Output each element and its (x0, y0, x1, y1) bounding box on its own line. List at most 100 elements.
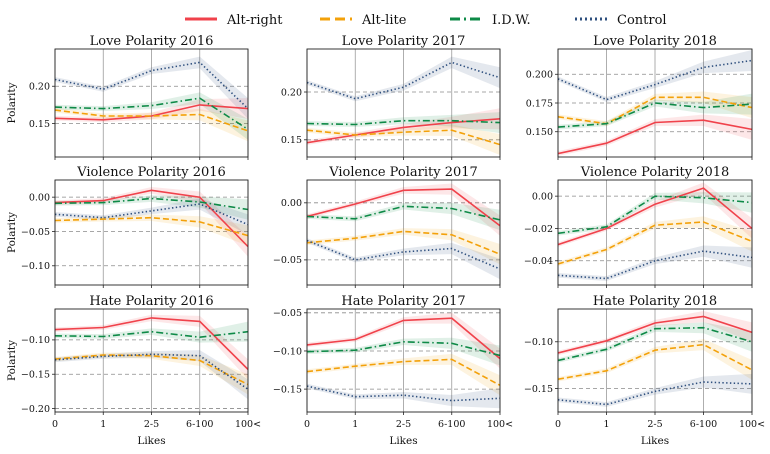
y-tick-label: −0.15 (273, 384, 302, 395)
series-line-alt-right (55, 189, 248, 248)
x-tick-label: 1 (352, 419, 358, 430)
y-tick-label: 0.20 (281, 87, 302, 98)
x-tick-label: 0 (52, 419, 58, 430)
series-line-i-d-w (55, 330, 248, 339)
series-line-alt-right (55, 104, 248, 121)
panel-violence-polarity-2018: −0.04 −0.02 0.00 Violence Polarity 2018 (524, 165, 753, 288)
series-line-alt-right (307, 317, 500, 360)
y-tick-label: 0.15 (29, 119, 50, 130)
legend-label: Control (617, 13, 667, 28)
series-line-alt-right (307, 188, 500, 227)
legend-label: I.D.W. (492, 13, 531, 28)
x-tick-label: 6-100 (690, 419, 717, 430)
series-line-alt-right (558, 187, 752, 246)
ci-band-control (558, 245, 752, 281)
ci-band-control (307, 383, 500, 409)
y-tick-label: −0.10 (273, 346, 302, 357)
ci-band-alt-right (558, 114, 752, 156)
y-tick-label: −0.05 (273, 308, 302, 319)
panel-violence-polarity-2016: −0.10 −0.05 0.00 Violence Polarity 2016 Pola… (6, 165, 249, 288)
panel-title: Love Polarity 2018 (593, 34, 717, 49)
x-tick-label: 2-5 (144, 419, 159, 430)
ci-band-i-d-w (558, 192, 752, 236)
y-tick-label: 0.175 (526, 98, 553, 109)
panel-title: Hate Polarity 2016 (89, 294, 213, 309)
ci-band-control (558, 50, 752, 103)
series-line-i-d-w (55, 97, 248, 131)
y-tick-label: −0.15 (21, 370, 50, 381)
panel-love-polarity-2016: 0.15 0.20 Love Polarity 2016 Polarity (6, 34, 249, 160)
series-line-i-d-w (558, 102, 752, 128)
legend-item-i-d-w: I.D.W. (450, 13, 531, 28)
series-line-i-d-w (307, 119, 500, 126)
ci-band-i-d-w (558, 93, 752, 130)
y-tick-label: −0.15 (524, 384, 553, 395)
ci-band-control (55, 198, 248, 235)
series-line-control (55, 61, 248, 110)
series-line-control (55, 353, 248, 390)
ci-band-i-d-w (307, 112, 500, 134)
x-tick-label: 0 (304, 419, 310, 430)
x-axis-label: Likes (389, 435, 417, 447)
panel-hate-polarity-2018: −0.15 −0.10 0 1 2-5 6-100 100< Hate Polarity 20… (524, 294, 765, 447)
ci-band-control (55, 56, 248, 120)
x-tick-label: 100< (235, 419, 261, 430)
y-tick-label: 0.00 (29, 192, 50, 203)
legend-item-alt-right: Alt-right (185, 13, 283, 28)
y-axis-label: Polarity (6, 82, 18, 123)
x-tick-label: 2-5 (396, 419, 411, 430)
panel-title: Hate Polarity 2017 (341, 294, 465, 309)
y-tick-label: 0.15 (281, 135, 302, 146)
y-tick-label: −0.04 (524, 256, 553, 267)
series-line-alt-lite (55, 216, 248, 237)
panel-title: Violence Polarity 2017 (328, 165, 478, 180)
series-line-alt-lite (558, 221, 752, 265)
series-line-i-d-w (307, 205, 500, 221)
y-axis-label: Polarity (6, 212, 18, 253)
y-tick-label: 0.200 (526, 70, 553, 81)
ci-band-alt-lite (307, 124, 500, 156)
ci-band-control (307, 56, 500, 102)
ci-band-alt-lite (55, 352, 248, 395)
y-tick-label: 0.00 (532, 191, 553, 202)
series-line-alt-lite (307, 358, 500, 387)
panel-title: Love Polarity 2016 (90, 34, 214, 49)
y-axis-label: Polarity (6, 340, 18, 381)
series-line-alt-lite (307, 129, 500, 146)
ci-band-i-d-w (307, 337, 500, 366)
series-line-alt-right (558, 315, 752, 354)
y-tick-label: −0.20 (21, 404, 50, 415)
series-line-alt-lite (307, 230, 500, 255)
series-line-alt-right (55, 317, 248, 370)
y-tick-label: −0.05 (273, 255, 302, 266)
x-tick-label: 0 (555, 419, 561, 430)
ci-band-alt-right (558, 182, 752, 247)
series-line-alt-lite (55, 354, 248, 386)
x-axis-label: Likes (641, 435, 669, 447)
y-tick-label: −0.10 (524, 337, 553, 348)
series-line-control (307, 239, 500, 270)
panel-love-polarity-2017: 0.15 0.20 Love Polarity 2017 (281, 34, 501, 160)
ci-band-alt-right (558, 310, 752, 356)
y-tick-label: −0.10 (21, 335, 50, 346)
series-line-i-d-w (558, 195, 752, 235)
y-tick-label: −0.10 (21, 261, 50, 272)
panel-title: Hate Polarity 2018 (593, 294, 717, 309)
y-tick-label: 0.00 (281, 198, 302, 209)
ci-band-alt-lite (558, 216, 752, 267)
series-line-i-d-w (55, 197, 248, 211)
series-line-alt-lite (558, 96, 752, 125)
x-axis-label: Likes (137, 435, 165, 447)
y-tick-label: 0.150 (526, 127, 553, 138)
x-tick-label: 1 (100, 419, 106, 430)
ci-band-alt-lite (307, 353, 500, 396)
panel-hate-polarity-2017: −0.15 −0.10 −0.05 0 1 2-5 6-100 100< Hate Polari… (273, 294, 513, 447)
panel-title: Violence Polarity 2018 (580, 165, 730, 180)
y-tick-label: 0.20 (29, 82, 50, 93)
x-tick-label: 2-5 (647, 419, 662, 430)
y-tick-label: −0.05 (21, 227, 50, 238)
panel-title: Violence Polarity 2016 (76, 165, 226, 180)
panel-hate-polarity-2016: −0.20 −0.15 −0.10 0 1 2-5 6-100 100< Hate Polari… (6, 294, 261, 447)
